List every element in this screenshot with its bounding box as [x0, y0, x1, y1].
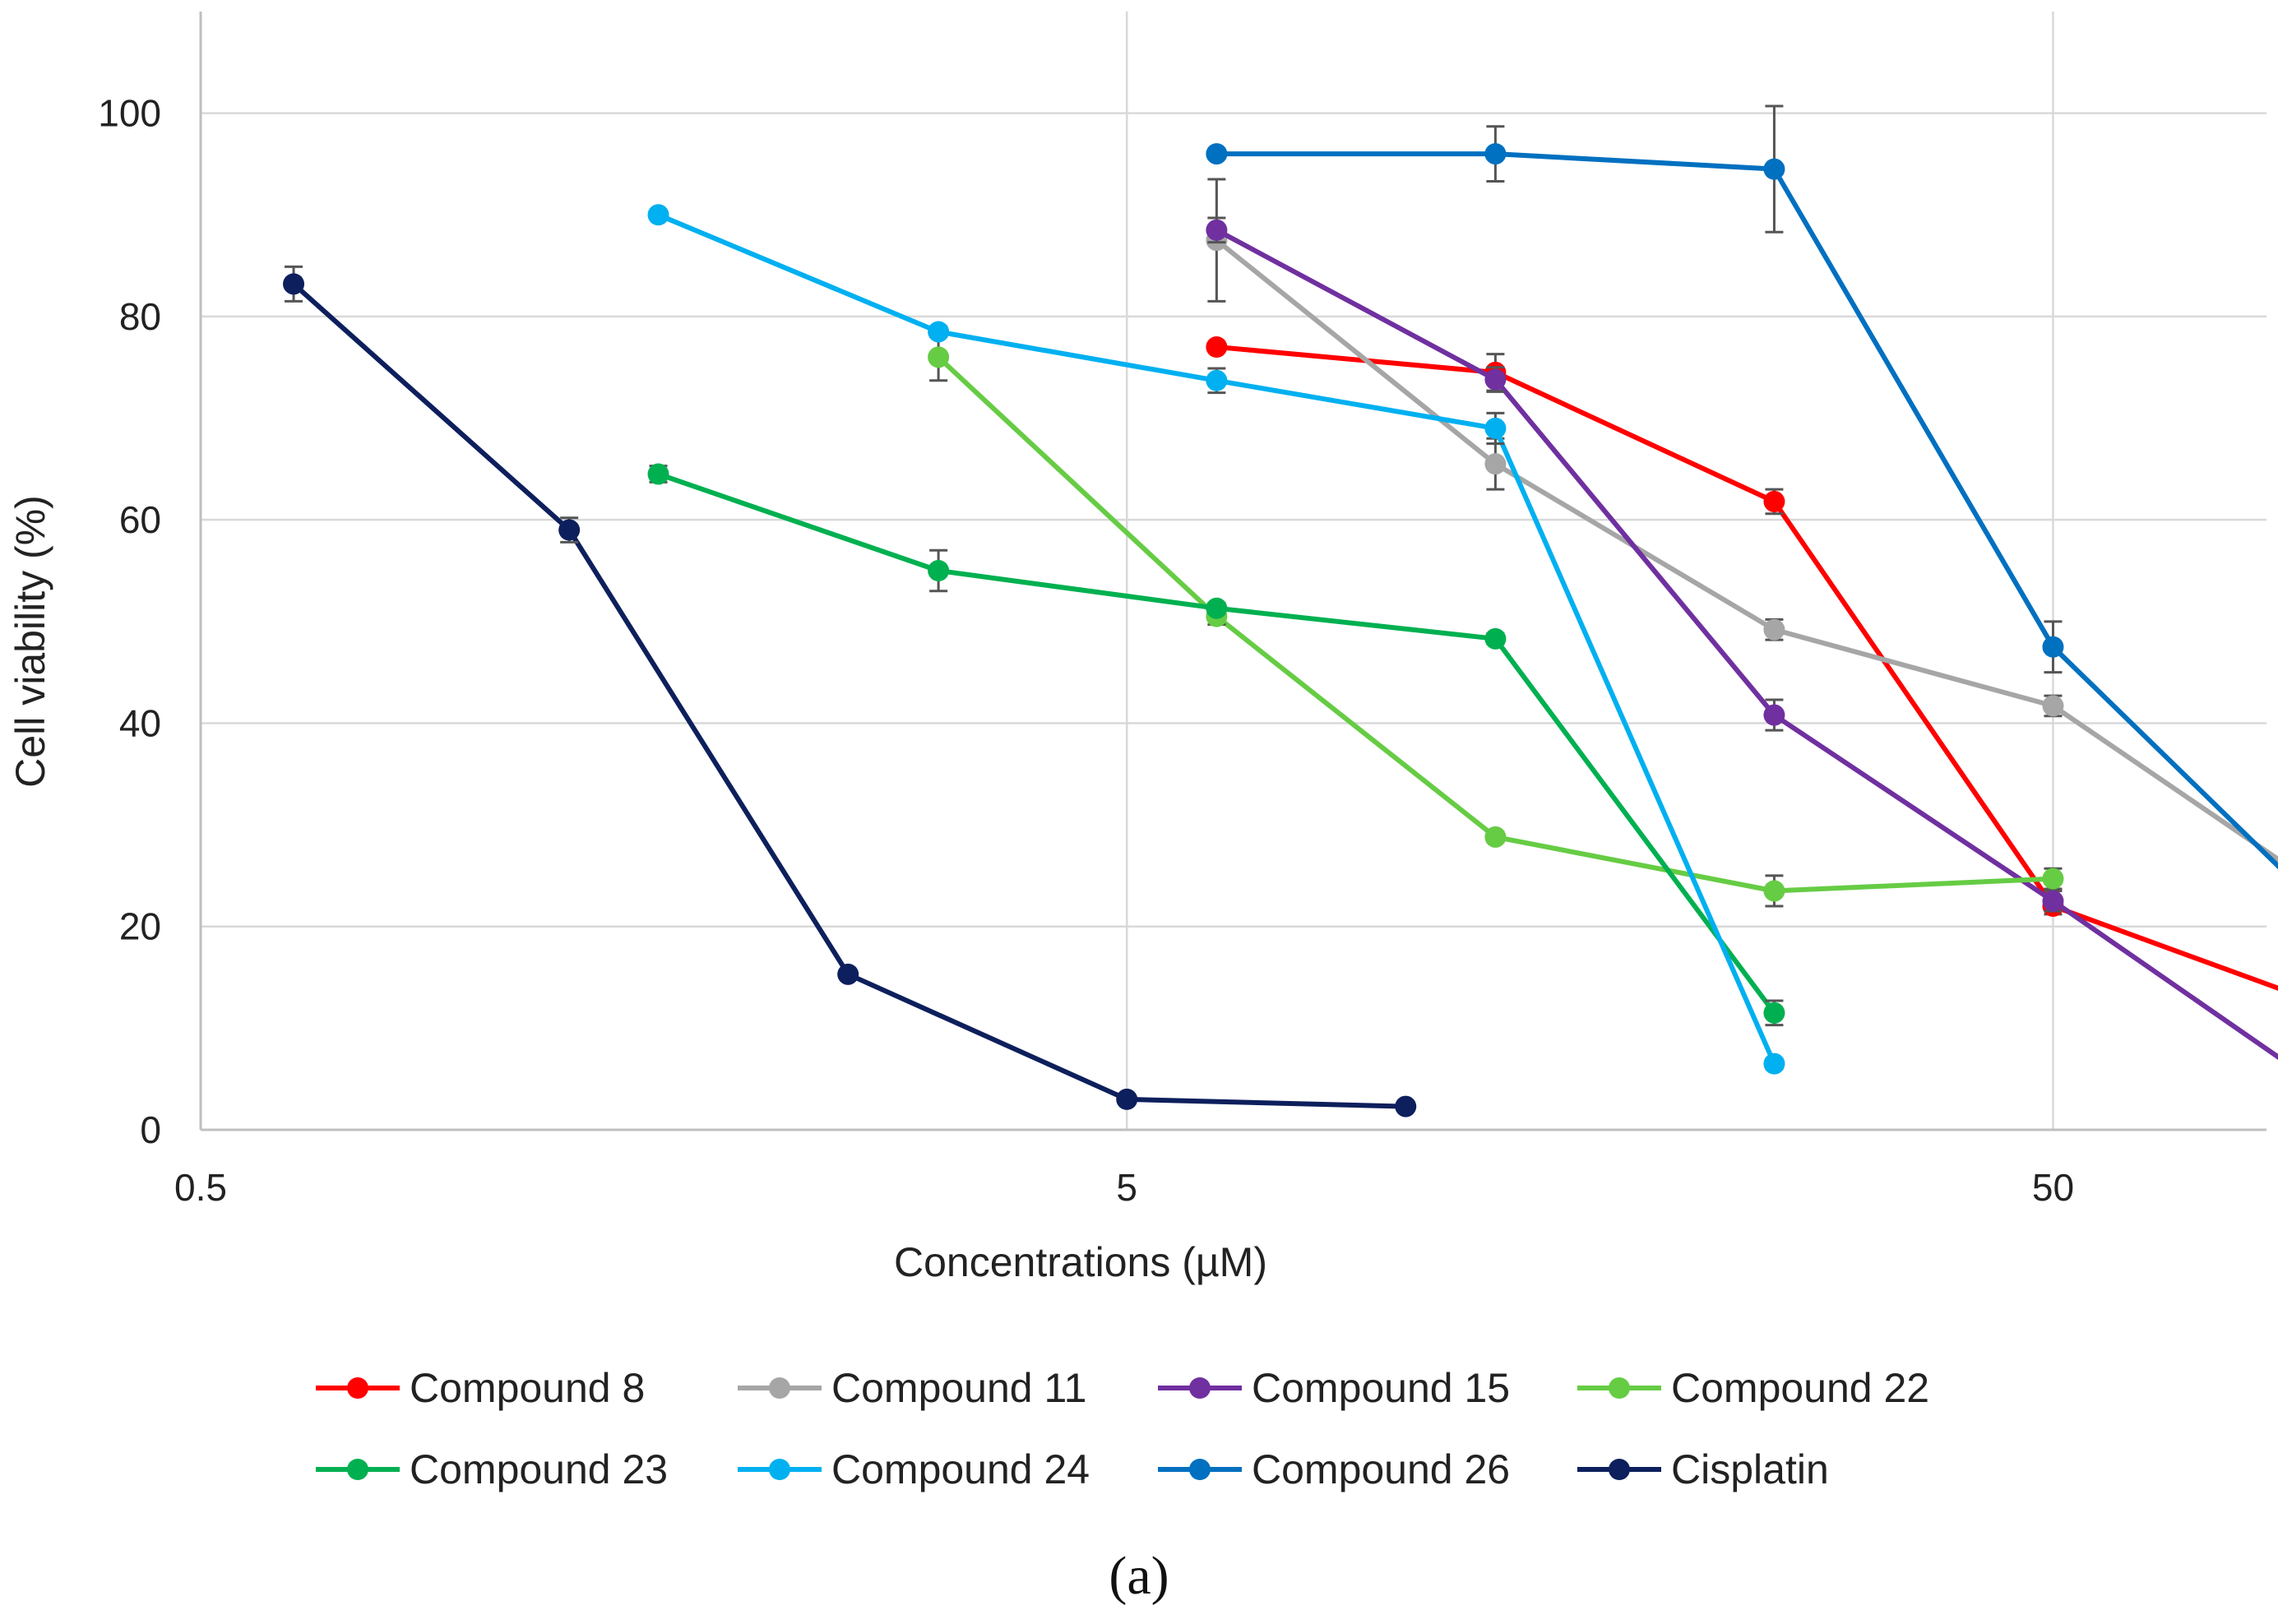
y-tick-label: 20 [119, 905, 161, 948]
data-point [2042, 868, 2064, 890]
legend-label: Cisplatin [1671, 1446, 1829, 1492]
data-point [1484, 417, 1507, 439]
data-point [1206, 336, 1228, 358]
legend-item: Compound 15 [1158, 1365, 1510, 1411]
y-tick-label: 80 [119, 295, 161, 338]
series-line [657, 471, 1776, 1015]
x-tick-label: 0.5 [174, 1166, 227, 1209]
data-point [1763, 1053, 1785, 1075]
data-point [1484, 627, 1507, 650]
legend-item: Compound 8 [316, 1365, 645, 1411]
data-point [1206, 369, 1228, 391]
legend-item: Compound 23 [316, 1446, 668, 1492]
data-point [1484, 368, 1507, 391]
series-compound-23 [647, 463, 1785, 1027]
y-tick-label: 0 [140, 1108, 161, 1151]
data-point [2042, 890, 2064, 912]
axes: 0 20 40 60 80 100 0.5 5 50 [98, 92, 2266, 1209]
data-point [1763, 158, 1785, 180]
x-tick-label: 50 [2032, 1166, 2074, 1209]
data-point [283, 273, 305, 295]
data-point [1763, 490, 1785, 512]
series-line [1216, 151, 2278, 870]
legend-swatch-marker [769, 1459, 790, 1480]
legend-swatch-marker [347, 1377, 368, 1399]
data-point [1116, 1088, 1138, 1110]
data-point [647, 204, 669, 226]
y-tick-label: 40 [119, 701, 161, 744]
series-compound-15 [1206, 216, 2278, 1060]
data-point [837, 963, 859, 985]
data-point [928, 560, 950, 581]
legend: Compound 8 Compound 11 Compound 15 Compound… [316, 1365, 1929, 1492]
data-point [1763, 704, 1785, 726]
data-point [1763, 880, 1785, 902]
gridlines [199, 12, 2266, 1130]
data-point [1206, 597, 1228, 619]
y-tick-label: 100 [98, 92, 161, 135]
series-line [1215, 238, 2278, 863]
legend-item: Compound 24 [738, 1446, 1090, 1492]
legend-label: Compound 24 [831, 1446, 1090, 1492]
figure-caption: (a) [1109, 1546, 1169, 1606]
legend-label: Compound 23 [410, 1446, 668, 1492]
data-point [2042, 695, 2064, 717]
series-compound-24 [647, 204, 1785, 1075]
legend-swatch-marker [769, 1377, 790, 1399]
legend-swatch-marker [1609, 1377, 1630, 1399]
legend-label: Compound 26 [1252, 1446, 1510, 1492]
series-layer [283, 104, 2278, 1117]
legend-label: Compound 15 [1252, 1365, 1510, 1411]
series-line [1216, 345, 2278, 991]
data-point [1484, 143, 1507, 165]
data-point [558, 519, 581, 541]
series-compound-26 [1206, 104, 2278, 870]
data-point [1763, 1002, 1785, 1024]
legend-item: Compound 11 [738, 1365, 1086, 1411]
series-compound-8 [1206, 336, 2278, 991]
legend-item: Compound 22 [1577, 1365, 1929, 1411]
legend-item: Compound 26 [1158, 1446, 1510, 1492]
legend-item: Cisplatin [1577, 1446, 1829, 1492]
legend-swatch-marker [1189, 1459, 1211, 1480]
data-point [1484, 826, 1507, 848]
data-point [647, 463, 669, 485]
data-point [1395, 1095, 1417, 1117]
data-point [928, 346, 950, 368]
y-axis-title: Cell viability (%) [7, 495, 53, 788]
legend-label: Compound 8 [410, 1365, 645, 1411]
x-tick-label: 5 [1116, 1166, 1137, 1209]
legend-label: Compound 11 [831, 1365, 1086, 1411]
data-point [1763, 618, 1785, 641]
legend-swatch-marker [1189, 1377, 1211, 1399]
y-tick-label: 60 [119, 498, 161, 541]
data-point [1484, 453, 1507, 475]
series-cisplatin [283, 265, 1417, 1117]
data-point [928, 321, 950, 343]
data-point [1206, 143, 1228, 165]
data-point [2042, 636, 2064, 658]
data-point [1206, 219, 1228, 241]
x-axis-title: Concentrations (µM) [894, 1239, 1267, 1285]
legend-swatch-marker [1609, 1459, 1630, 1480]
legend-swatch-marker [347, 1459, 368, 1480]
series-compound-11 [1206, 178, 2278, 863]
legend-label: Compound 22 [1671, 1365, 1929, 1411]
